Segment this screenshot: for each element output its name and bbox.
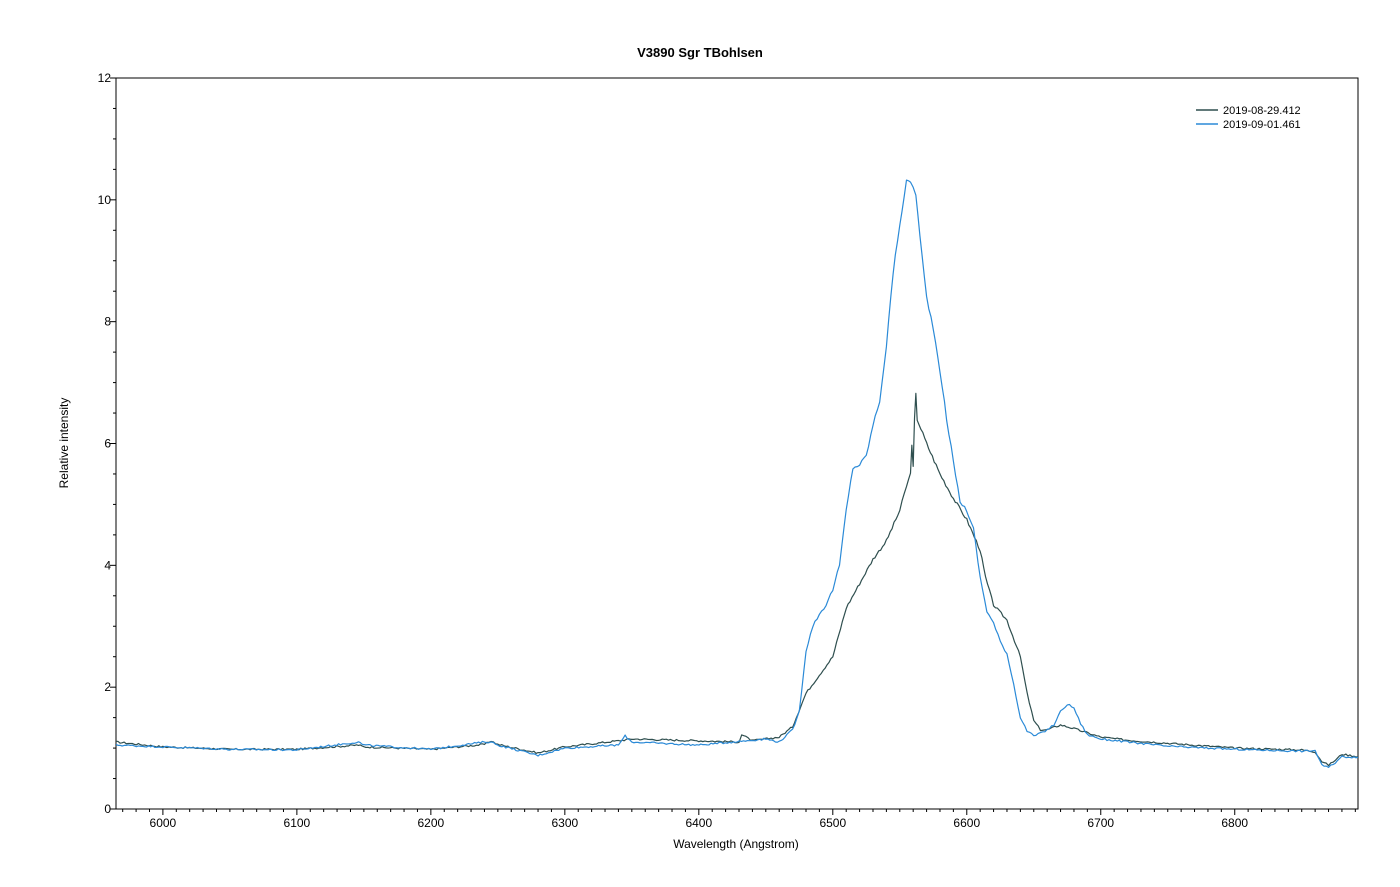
x-tick-label: 6700 <box>1087 816 1114 830</box>
plot-area <box>115 77 1359 810</box>
series-line-1 <box>116 392 1358 767</box>
y-axis: 0 2 4 6 8 10 12 <box>98 71 116 816</box>
x-tick-label: 6400 <box>685 816 712 830</box>
y-tick-label: 8 <box>104 315 111 329</box>
x-tick-label: 6200 <box>418 816 445 830</box>
x-tick-label: 6300 <box>551 816 578 830</box>
y-tick-label: 2 <box>104 680 111 694</box>
y-tick-label: 0 <box>104 802 111 816</box>
y-tick-label: 10 <box>98 193 112 207</box>
x-axis: 6000 6100 6200 6300 6400 6500 6600 6700 6800 <box>122 809 1356 830</box>
chart-title: V3890 Sgr TBohlsen <box>637 45 763 60</box>
x-tick-label: 6500 <box>819 816 846 830</box>
y-tick-label: 12 <box>98 71 112 85</box>
series-line-2 <box>116 179 1358 769</box>
legend: 2019-08-29.412 2019-09-01.461 <box>1196 105 1301 131</box>
series-layer <box>116 179 1358 769</box>
legend-label: 2019-08-29.412 <box>1223 105 1301 117</box>
x-axis-label: Wavelength (Angstrom) <box>673 837 799 851</box>
legend-label: 2019-09-01.461 <box>1223 119 1301 131</box>
y-tick-label: 4 <box>104 558 111 572</box>
x-tick-label: 6100 <box>284 816 311 830</box>
y-axis-label: Relative intensity <box>57 398 71 489</box>
x-tick-label: 6800 <box>1221 816 1248 830</box>
y-tick-label: 6 <box>104 437 111 451</box>
x-tick-label: 6000 <box>150 816 177 830</box>
x-tick-label: 6600 <box>953 816 980 830</box>
